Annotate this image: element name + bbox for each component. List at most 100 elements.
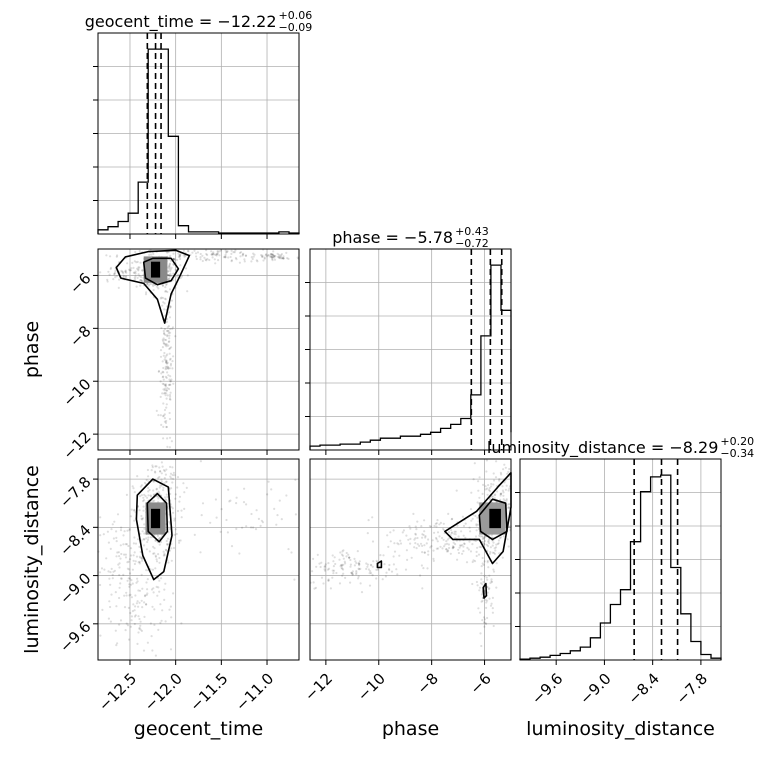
sample-point bbox=[168, 277, 171, 280]
sample-point bbox=[475, 523, 478, 526]
sample-point bbox=[327, 579, 330, 582]
sample-point bbox=[476, 501, 479, 504]
sample-point bbox=[113, 520, 116, 523]
sample-point bbox=[467, 548, 470, 551]
sample-point bbox=[134, 542, 138, 545]
sample-point bbox=[125, 622, 128, 625]
sample-point bbox=[285, 494, 288, 497]
sample-point bbox=[502, 491, 505, 494]
sample-point bbox=[146, 468, 149, 472]
sample-point bbox=[162, 469, 166, 472]
title-main: geocent_time = −12.22 bbox=[85, 12, 277, 32]
sample-point bbox=[201, 502, 205, 505]
sample-point bbox=[234, 256, 237, 260]
sample-point bbox=[168, 383, 171, 386]
panel-grid-luminosity_distance-geocent_time bbox=[98, 459, 299, 660]
sample-point bbox=[128, 558, 132, 561]
sample-point bbox=[340, 563, 343, 567]
sample-point bbox=[176, 509, 180, 513]
sample-point bbox=[358, 564, 361, 567]
sample-point bbox=[168, 340, 171, 343]
x-tick-label: −12.5 bbox=[95, 670, 140, 715]
sample-point bbox=[134, 605, 137, 608]
sample-point bbox=[241, 526, 244, 529]
sample-point bbox=[500, 473, 503, 476]
sample-point bbox=[132, 487, 135, 490]
sample-point bbox=[124, 629, 127, 632]
sample-point bbox=[164, 498, 167, 501]
sample-point bbox=[332, 572, 335, 575]
y-tick-label: −7.8 bbox=[56, 473, 94, 511]
sample-point bbox=[163, 598, 166, 602]
sample-point bbox=[169, 305, 172, 308]
sample-point bbox=[179, 257, 182, 261]
histogram-phase bbox=[309, 264, 512, 450]
sample-point bbox=[161, 296, 165, 300]
sample-point bbox=[205, 252, 208, 256]
sample-point bbox=[279, 255, 282, 258]
sample-point bbox=[481, 541, 485, 544]
sample-point bbox=[489, 581, 492, 585]
panel-title-geocent_time: geocent_time = −12.22 +0.06−0.09 bbox=[85, 9, 313, 34]
sample-point bbox=[115, 536, 118, 540]
sample-point bbox=[163, 413, 166, 416]
sample-point bbox=[172, 258, 175, 261]
sample-point bbox=[273, 256, 276, 259]
sample-point bbox=[151, 605, 154, 608]
sample-point bbox=[124, 275, 127, 279]
sample-point bbox=[267, 480, 270, 483]
sample-point bbox=[503, 463, 506, 466]
sample-point bbox=[338, 582, 342, 585]
sample-point bbox=[271, 254, 274, 257]
sample-point bbox=[172, 546, 176, 550]
sample-point bbox=[494, 549, 497, 552]
sample-point bbox=[333, 556, 336, 559]
sample-point bbox=[445, 548, 448, 551]
sample-point bbox=[385, 571, 388, 574]
sample-point bbox=[152, 252, 155, 256]
sample-point bbox=[142, 538, 145, 541]
sample-point bbox=[504, 466, 507, 469]
sample-point bbox=[507, 470, 510, 473]
sample-point bbox=[213, 258, 216, 261]
sample-point bbox=[137, 266, 140, 269]
sample-point bbox=[273, 258, 277, 261]
sample-point bbox=[478, 545, 481, 549]
sample-point bbox=[152, 288, 155, 292]
sample-point bbox=[371, 565, 374, 568]
sample-point bbox=[491, 596, 494, 600]
sample-point bbox=[329, 587, 332, 590]
sample-point bbox=[165, 480, 168, 483]
sample-point bbox=[163, 342, 166, 345]
sample-point bbox=[482, 537, 485, 540]
sample-point bbox=[171, 473, 174, 477]
sample-point bbox=[107, 617, 110, 620]
sample-point bbox=[131, 610, 134, 613]
sample-point bbox=[165, 480, 168, 483]
sample-point bbox=[435, 538, 438, 541]
sample-point bbox=[145, 603, 148, 606]
sample-point bbox=[486, 578, 489, 581]
sample-point bbox=[149, 622, 152, 625]
sample-point bbox=[175, 532, 178, 536]
sample-point bbox=[255, 259, 258, 262]
sample-point bbox=[225, 251, 228, 254]
sample-point bbox=[208, 258, 211, 262]
sample-point bbox=[256, 260, 259, 263]
sample-point bbox=[390, 570, 394, 573]
sample-point bbox=[144, 594, 147, 597]
sample-point bbox=[490, 482, 493, 486]
sample-point bbox=[234, 249, 237, 252]
sample-point bbox=[271, 257, 274, 261]
sample-point bbox=[156, 534, 160, 538]
sample-point bbox=[193, 533, 196, 537]
sample-point bbox=[126, 579, 129, 582]
sample-point bbox=[136, 260, 139, 263]
sample-point bbox=[155, 560, 159, 563]
sample-point bbox=[185, 486, 188, 489]
sample-point bbox=[128, 527, 131, 531]
sample-point bbox=[481, 537, 484, 541]
sample-point bbox=[169, 275, 172, 278]
sample-point bbox=[151, 466, 154, 469]
sample-point bbox=[169, 254, 172, 257]
